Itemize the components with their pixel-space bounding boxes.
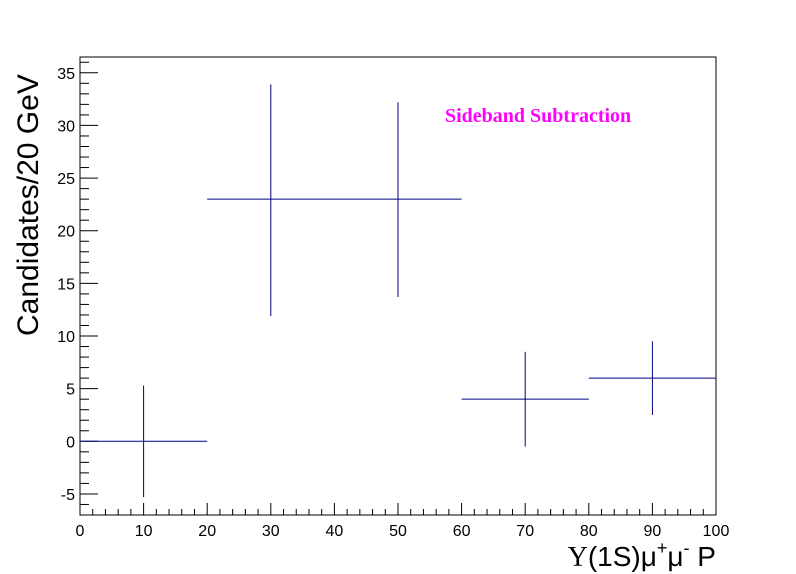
x-axis-title: Υ(1S)μ+μ- P [568, 538, 716, 573]
x-axis-title-greek: Υ [568, 542, 588, 573]
data-point [80, 385, 208, 498]
x-tick-label: 100 [703, 523, 730, 540]
x-tick-label: 60 [453, 523, 471, 540]
x-tick-label: 20 [198, 523, 216, 540]
y-tick-label: 15 [57, 276, 75, 293]
x-tick-label: 10 [135, 523, 153, 540]
data-point [334, 102, 462, 298]
x-axis-title-end: P [690, 541, 716, 572]
x-tick-label: 80 [580, 523, 598, 540]
y-tick-label: 25 [57, 171, 75, 188]
data-point [207, 84, 335, 317]
x-axis-title-sup2: - [684, 538, 690, 558]
x-axis-title-mu: μ [667, 541, 683, 572]
x-tick-label: 40 [326, 523, 344, 540]
annotation-text: Sideband Subtraction [445, 105, 631, 127]
x-axis-title-main: (1S)μ [588, 541, 657, 572]
y-tick-label: -5 [61, 487, 75, 504]
y-tick-label: 35 [57, 66, 75, 83]
data-points [80, 84, 716, 498]
x-tick-label: 30 [262, 523, 280, 540]
x-tick-label: 0 [76, 523, 85, 540]
data-point [588, 341, 716, 415]
y-tick-label: 0 [66, 434, 75, 451]
x-tick-label: 90 [644, 523, 662, 540]
y-axis-title: Candidates/20 GeV [12, 74, 45, 336]
x-tick-label: 50 [389, 523, 407, 540]
data-point [461, 351, 589, 447]
y-tick-label: 30 [57, 118, 75, 135]
y-tick-label: 20 [57, 224, 75, 241]
tick-labels: 0 10 20 30 40 50 60 70 80 90 100 -5 0 5 10 15 20 25 30 35 [57, 66, 729, 540]
x-tick-label: 70 [516, 523, 534, 540]
y-tick-label: 10 [57, 329, 75, 346]
y-tick-label: 5 [66, 382, 75, 399]
x-axis-title-sup1: + [657, 538, 668, 558]
